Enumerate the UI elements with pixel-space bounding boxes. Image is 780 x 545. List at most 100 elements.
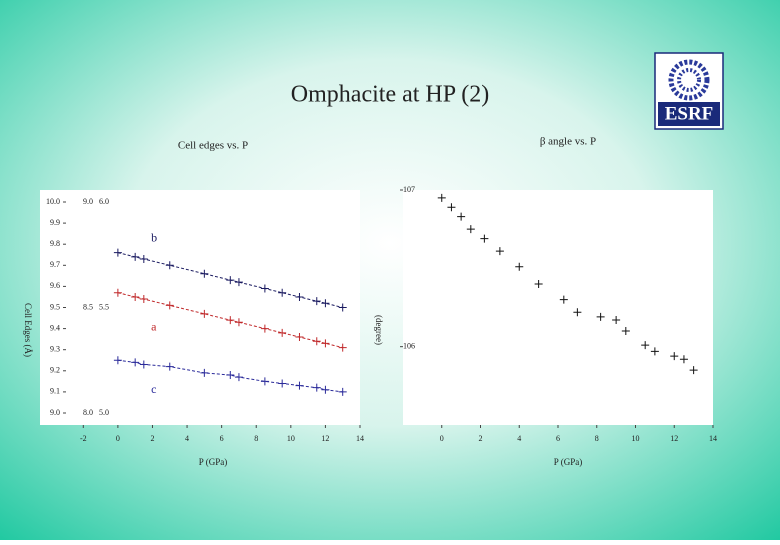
point [338,387,347,396]
chart-title: Cell edges vs. P [178,140,248,152]
y-tick-label: 9.0 [83,197,93,206]
y-tick-label: 6.0 [99,197,109,206]
x-tick-label: 10 [287,434,295,443]
y-tick-label: 9.1 [50,387,60,396]
point [278,288,287,297]
point [312,297,321,306]
point [131,358,140,367]
point [338,303,347,312]
point [457,212,466,221]
x-tick-label: 6 [556,434,560,443]
point [131,292,140,301]
point [113,288,122,297]
x-tick-label: 6 [220,434,224,443]
y-axis-label: (degree) [374,315,384,345]
point [234,318,243,327]
y-tick-label: 8.5 [83,302,93,311]
point [139,360,148,369]
y-tick-label: 8.0 [83,408,93,417]
chart-title: β angle vs. P [540,136,596,148]
point [621,327,630,335]
point [278,379,287,388]
point [295,292,304,301]
point [131,252,140,261]
point [641,341,650,350]
series-label: a [151,319,157,333]
point [260,324,269,333]
point [295,333,304,342]
logo: ESRF [654,52,724,130]
point [226,316,235,325]
x-tick-label: -2 [80,434,87,443]
point [113,248,122,257]
point [437,193,446,202]
y-tick-label: 5.0 [99,408,109,417]
x-tick-label: 8 [254,434,258,443]
point [559,295,568,304]
point [321,339,330,348]
point [200,368,209,377]
point [515,262,524,271]
x-tick-label: 14 [356,434,364,443]
point [113,356,122,365]
point [689,366,698,375]
x-axis-label: P (GPa) [554,457,582,467]
y-axis-label: Cell Edges (Å) [23,303,33,357]
y-tick-label: 9.7 [50,260,60,269]
point [670,352,679,361]
plot-area [403,190,713,425]
x-tick-label: 4 [517,434,521,443]
y-tick-label: 9.5 [50,302,60,311]
series-label: b [151,230,157,244]
point [312,337,321,346]
x-tick-label: 4 [185,434,189,443]
point [466,225,475,234]
point [139,254,148,263]
point [260,377,269,386]
x-tick-label: 12 [670,434,678,443]
y-tick-label: 106 [403,341,415,350]
point [447,203,456,212]
point [679,355,688,364]
x-tick-label: 2 [479,434,483,443]
logo-text: ESRF [665,103,714,124]
point [338,343,347,352]
point [321,299,330,308]
point [165,261,174,270]
logo-ring [668,59,710,101]
point [165,362,174,371]
series-label: c [151,382,156,396]
x-tick-label: 10 [632,434,640,443]
point [650,347,659,356]
y-tick-label: 5.5 [99,302,109,311]
point [312,383,321,392]
point [165,301,174,310]
point [573,308,582,317]
point [612,316,621,325]
point [200,309,209,318]
point [495,247,504,256]
point [139,295,148,304]
slide-title: Omphacite at HP (2) [291,82,489,108]
point [295,381,304,390]
y-tick-label: 9.8 [50,239,60,248]
point [226,276,235,285]
point [260,284,269,293]
logo-ring [677,68,701,92]
y-tick-label: 10.0 [46,197,60,206]
plot-area [40,190,360,425]
y-tick-label: 9.0 [50,408,60,417]
y-tick-label: 9.3 [50,345,60,354]
x-tick-label: 12 [321,434,329,443]
point [234,373,243,382]
point [226,371,235,380]
point [200,269,209,278]
y-tick-label: 9.9 [50,218,60,227]
y-tick-label: 9.6 [50,281,60,290]
x-tick-label: 2 [150,434,154,443]
x-tick-label: 8 [595,434,599,443]
x-tick-label: 0 [116,434,120,443]
point [278,328,287,337]
point [480,234,489,243]
